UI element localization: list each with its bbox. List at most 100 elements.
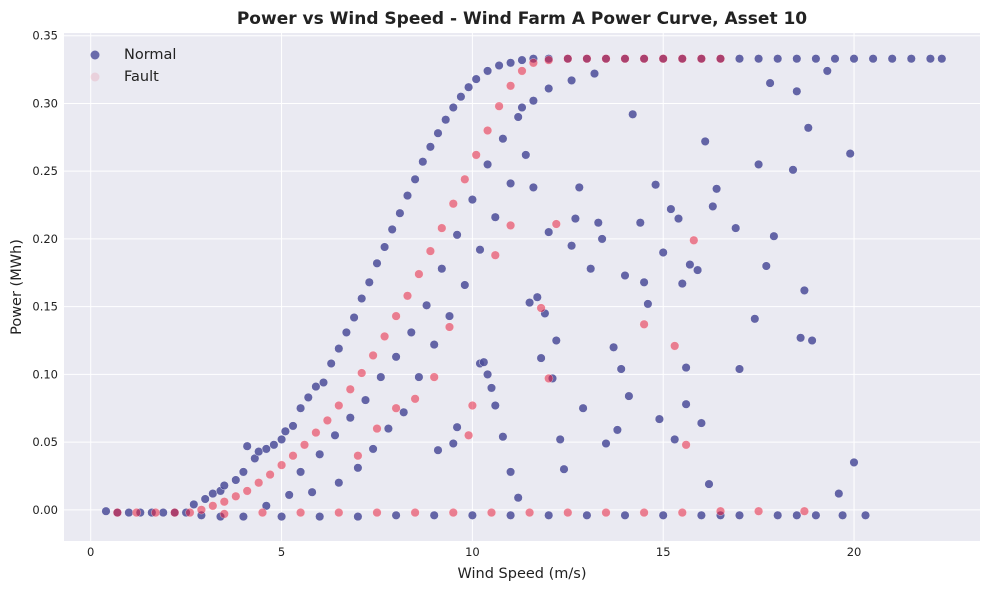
legend-marker-fault bbox=[90, 72, 100, 82]
point-normal bbox=[754, 54, 764, 64]
legend-label-normal: Normal bbox=[124, 47, 176, 63]
point-normal bbox=[807, 336, 817, 346]
point-normal bbox=[219, 481, 229, 491]
point-normal bbox=[372, 258, 382, 268]
point-fault bbox=[639, 508, 649, 518]
point-normal bbox=[735, 364, 745, 374]
point-normal bbox=[361, 395, 371, 405]
point-normal bbox=[582, 510, 592, 520]
point-normal bbox=[345, 413, 355, 423]
point-normal bbox=[799, 285, 809, 295]
point-fault bbox=[368, 350, 378, 360]
point-normal bbox=[658, 247, 668, 257]
point-fault bbox=[525, 508, 535, 518]
point-fault bbox=[528, 58, 538, 68]
point-fault bbox=[563, 508, 573, 518]
point-normal bbox=[448, 102, 458, 112]
point-fault bbox=[334, 401, 344, 410]
point-normal bbox=[666, 204, 676, 214]
point-normal bbox=[425, 142, 435, 152]
point-fault bbox=[551, 219, 561, 229]
point-normal bbox=[441, 115, 451, 125]
point-normal bbox=[544, 510, 554, 520]
point-normal bbox=[513, 493, 523, 503]
point-fault bbox=[544, 373, 554, 383]
point-normal bbox=[406, 327, 416, 337]
point-normal bbox=[769, 231, 779, 241]
point-normal bbox=[452, 422, 462, 432]
point-normal bbox=[586, 264, 596, 274]
point-normal bbox=[616, 364, 626, 374]
point-fault bbox=[620, 54, 630, 64]
point-normal bbox=[681, 399, 691, 409]
point-normal bbox=[845, 149, 855, 159]
point-normal bbox=[593, 218, 603, 228]
point-normal bbox=[200, 494, 210, 504]
point-fault bbox=[425, 246, 435, 256]
point-normal bbox=[158, 508, 168, 518]
point-normal bbox=[483, 369, 493, 379]
point-normal bbox=[654, 414, 664, 424]
point-normal bbox=[391, 510, 401, 520]
point-normal bbox=[261, 444, 271, 454]
point-fault bbox=[277, 460, 287, 470]
point-normal bbox=[830, 54, 840, 64]
point-normal bbox=[445, 311, 455, 321]
point-normal bbox=[380, 242, 390, 252]
point-normal bbox=[624, 391, 634, 401]
x-tick-label: 10 bbox=[465, 545, 480, 559]
point-normal bbox=[811, 510, 821, 520]
point-normal bbox=[532, 292, 542, 302]
y-tick-label: 0.30 bbox=[32, 96, 58, 110]
point-normal bbox=[670, 434, 680, 444]
point-normal bbox=[849, 54, 859, 64]
point-fault bbox=[437, 223, 447, 233]
point-fault bbox=[208, 501, 218, 511]
point-normal bbox=[437, 264, 447, 274]
point-fault bbox=[296, 508, 306, 518]
point-normal bbox=[311, 382, 321, 392]
point-normal bbox=[712, 184, 722, 194]
point-normal bbox=[296, 403, 306, 413]
point-normal bbox=[506, 58, 516, 68]
point-normal bbox=[189, 499, 199, 509]
point-normal bbox=[925, 54, 935, 64]
y-tick-label: 0.20 bbox=[32, 232, 58, 246]
point-normal bbox=[250, 453, 260, 463]
point-fault bbox=[681, 440, 691, 450]
point-normal bbox=[277, 434, 287, 444]
point-fault bbox=[716, 54, 725, 64]
point-normal bbox=[788, 165, 798, 175]
point-normal bbox=[357, 294, 367, 304]
point-normal bbox=[792, 54, 802, 64]
point-fault bbox=[471, 150, 481, 160]
point-normal bbox=[635, 218, 645, 228]
point-normal bbox=[391, 352, 401, 362]
point-fault bbox=[185, 508, 195, 518]
point-normal bbox=[334, 478, 344, 488]
point-normal bbox=[330, 430, 340, 440]
point-normal bbox=[570, 214, 580, 224]
point-fault bbox=[403, 291, 412, 301]
point-fault bbox=[311, 428, 321, 438]
point-fault bbox=[689, 235, 699, 245]
point-fault bbox=[448, 508, 458, 518]
point-normal bbox=[483, 66, 493, 76]
point-normal bbox=[208, 489, 218, 499]
point-fault bbox=[445, 322, 454, 332]
point-normal bbox=[906, 54, 916, 64]
point-fault bbox=[639, 319, 649, 329]
point-normal bbox=[822, 66, 832, 76]
point-fault bbox=[490, 250, 500, 260]
point-normal bbox=[700, 136, 710, 146]
point-fault bbox=[582, 54, 592, 64]
point-normal bbox=[551, 336, 561, 346]
x-axis-label: Wind Speed (m/s) bbox=[458, 566, 587, 582]
data-points bbox=[101, 54, 947, 522]
point-normal bbox=[868, 54, 878, 64]
point-normal bbox=[506, 510, 516, 520]
point-normal bbox=[601, 439, 611, 449]
point-normal bbox=[612, 425, 622, 435]
point-normal bbox=[704, 479, 714, 489]
point-normal bbox=[238, 467, 248, 477]
